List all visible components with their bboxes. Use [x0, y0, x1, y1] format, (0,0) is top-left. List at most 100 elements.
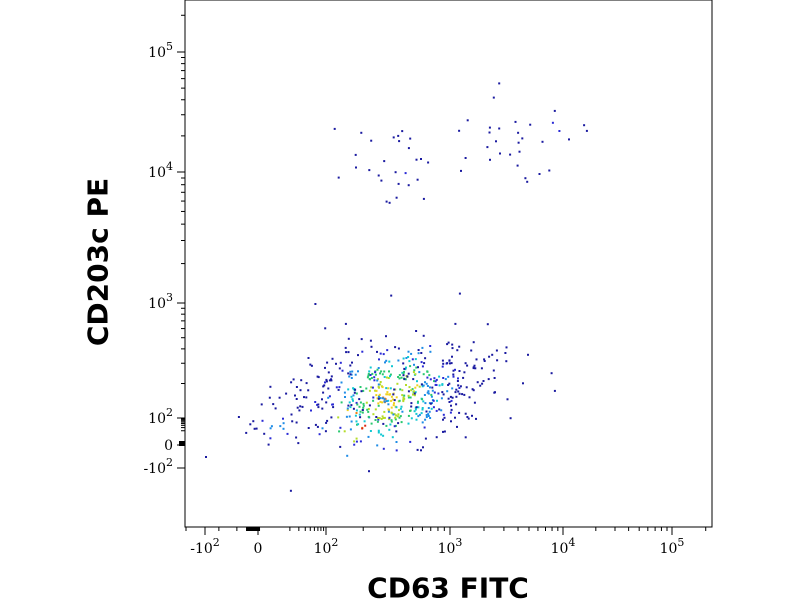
event-dot — [349, 364, 352, 367]
event-dot — [423, 426, 426, 429]
event-dot — [362, 404, 365, 407]
event-dot — [359, 386, 362, 388]
event-dot — [514, 120, 517, 123]
event-dot — [410, 352, 413, 355]
event-dot — [386, 391, 389, 394]
event-dot — [403, 367, 406, 370]
event-dot — [310, 364, 313, 367]
event-dot — [362, 402, 365, 405]
event-dot — [426, 385, 429, 387]
event-dot — [585, 129, 588, 132]
event-dot — [385, 424, 388, 427]
event-dot — [392, 404, 395, 407]
event-dot — [495, 349, 498, 352]
event-dot — [422, 446, 424, 449]
event-dot — [383, 416, 386, 419]
event-dot — [406, 375, 409, 378]
event-dot — [253, 427, 256, 430]
event-dot — [269, 385, 272, 388]
event-dot — [392, 413, 395, 416]
event-dot — [414, 386, 417, 389]
event-dots — [205, 82, 588, 492]
event-dot — [413, 390, 415, 393]
event-dot — [344, 346, 347, 349]
event-dot — [372, 413, 375, 416]
event-dot — [401, 371, 404, 374]
event-dot — [337, 388, 340, 391]
event-dot — [352, 394, 355, 397]
event-dot — [417, 352, 420, 355]
event-dot — [355, 409, 358, 412]
event-dot — [394, 418, 397, 421]
event-dot — [482, 380, 485, 382]
event-dot — [472, 367, 475, 370]
event-dot — [354, 373, 357, 376]
event-dot — [451, 396, 454, 399]
event-dot — [381, 373, 384, 376]
event-dot — [399, 388, 402, 391]
event-dot — [438, 384, 441, 387]
event-dot — [333, 127, 336, 130]
event-dot — [347, 404, 350, 407]
event-dot — [349, 370, 352, 373]
event-dot — [426, 370, 429, 373]
event-dot — [433, 391, 436, 394]
event-dot — [464, 436, 467, 439]
event-dot — [407, 414, 410, 417]
event-dot — [309, 363, 312, 366]
event-dot — [384, 361, 386, 364]
event-dot — [386, 393, 389, 396]
event-dot — [338, 386, 341, 389]
y-zero-marker — [179, 441, 185, 446]
event-dot — [415, 158, 418, 161]
event-dot — [353, 443, 356, 446]
event-dot — [301, 405, 304, 408]
event-dot — [421, 346, 424, 349]
event-dot — [496, 359, 499, 362]
outlier-dot — [289, 489, 292, 492]
event-dot — [402, 372, 405, 375]
outlier-dot — [205, 456, 207, 458]
event-dot — [509, 153, 512, 156]
event-dot — [426, 376, 429, 379]
event-dot — [402, 362, 405, 365]
event-dot — [444, 378, 447, 381]
event-dot — [325, 401, 328, 404]
event-dot — [376, 417, 379, 419]
event-dot — [409, 440, 412, 443]
event-dot — [339, 361, 342, 364]
event-dot — [457, 384, 460, 387]
event-dot — [404, 368, 407, 371]
event-dot — [492, 96, 495, 99]
event-dot — [376, 420, 379, 423]
event-dot — [350, 420, 353, 423]
event-dot — [522, 382, 524, 385]
event-dot — [385, 393, 388, 396]
event-dot — [360, 131, 363, 134]
event-dot — [551, 121, 554, 124]
event-dot — [310, 409, 312, 412]
x-tick-label: 105 — [660, 536, 685, 557]
event-dot — [424, 402, 427, 405]
event-dot — [399, 407, 402, 410]
event-dot — [486, 146, 489, 149]
event-dot — [394, 346, 397, 349]
event-dot — [458, 345, 461, 348]
event-dot — [415, 330, 418, 332]
event-dot — [407, 390, 410, 393]
event-dot — [398, 374, 401, 376]
event-dot — [423, 394, 426, 396]
event-dot — [282, 422, 285, 425]
event-dot — [400, 405, 403, 408]
event-dot — [388, 393, 391, 396]
x-axis-label: CD63 FITC — [367, 571, 529, 605]
event-dot — [356, 403, 359, 406]
event-dot — [550, 372, 553, 375]
event-dot — [431, 402, 433, 405]
event-dot — [442, 418, 444, 421]
event-dot — [455, 395, 458, 398]
event-dot — [352, 387, 355, 390]
event-dot — [450, 362, 453, 365]
event-dot — [427, 415, 430, 417]
event-dot — [330, 378, 332, 381]
